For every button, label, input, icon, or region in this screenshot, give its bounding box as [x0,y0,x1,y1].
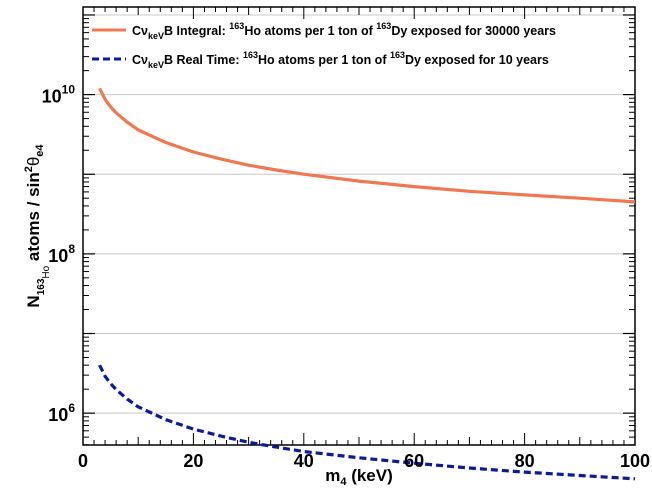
y-tick-labels: 106 108 1010 [42,83,76,426]
x-tick-label: 100 [620,451,650,471]
x-tick-label: 20 [183,451,203,471]
series-layer [98,87,636,481]
y-axis-title: N163Ho atoms / sin2θe4 [23,144,52,308]
x-tick-label: 60 [404,451,424,471]
plot-frame [82,6,636,446]
axis-ticks [82,7,636,446]
series-realtime-line [98,364,636,481]
x-tick-labels: 0 20 40 60 80 100 [78,451,650,471]
y-tick-label: 108 [48,242,75,266]
x-tick-label: 40 [294,451,314,471]
x-axis-title: m4 (keV) [325,466,393,488]
legend: CνkeVB Integral: 163Ho atoms per 1 ton o… [92,21,556,70]
y-tick-label: 1010 [42,83,76,107]
legend-entry-realtime: CνkeVB Real Time: 163Ho atoms per 1 ton … [132,50,549,70]
legend-entry-integral: CνkeVB Integral: 163Ho atoms per 1 ton o… [132,21,556,41]
x-tick-label: 0 [78,451,88,471]
y-tick-label: 106 [48,401,75,425]
x-tick-label: 80 [515,451,535,471]
series-integral-line [98,87,636,204]
